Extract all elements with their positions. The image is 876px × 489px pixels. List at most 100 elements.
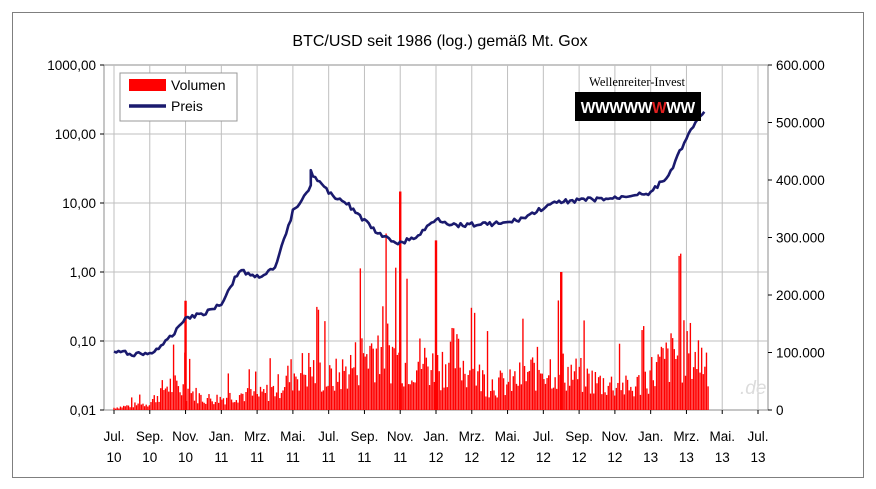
- volume-bar: [358, 385, 360, 410]
- volume-bar: [684, 375, 687, 410]
- volume-bar: [134, 402, 136, 410]
- volume-bar: [188, 358, 191, 410]
- volume-bar: [691, 378, 693, 410]
- volume-bar: [301, 353, 304, 410]
- volume-bar: [453, 328, 455, 410]
- volume-bar: [145, 404, 147, 410]
- volume-bar: [665, 342, 667, 410]
- volume-bar: [623, 394, 626, 410]
- volume-bar: [287, 365, 289, 410]
- volume-bar: [678, 255, 680, 410]
- x-tick-year: 10: [106, 450, 121, 465]
- volume-bar: [275, 392, 278, 410]
- volume-bar: [132, 407, 135, 410]
- volume-bar: [591, 370, 593, 410]
- x-tick-month: Mai.: [709, 429, 735, 444]
- volume-bar: [496, 397, 498, 410]
- volume-bar: [512, 376, 514, 410]
- volume-bar: [161, 380, 163, 410]
- volume-bar: [705, 352, 708, 410]
- volume-bar: [298, 390, 300, 410]
- volume-bar: [378, 374, 381, 410]
- volume-bar: [482, 370, 484, 410]
- volume-bar: [330, 368, 333, 410]
- volume-bar: [274, 396, 276, 410]
- x-tick-month: Mrz.: [459, 429, 485, 444]
- volume-bar: [213, 404, 215, 410]
- x-tick-year: 11: [250, 450, 264, 465]
- volume-bar: [647, 393, 650, 410]
- volume-bar: [605, 394, 608, 410]
- volume-bar: [324, 321, 326, 410]
- volume-bar: [343, 370, 345, 410]
- volume-bar: [279, 398, 281, 410]
- volume-bar: [432, 353, 434, 410]
- volume-bar: [676, 355, 679, 410]
- volume-bar: [127, 405, 130, 410]
- chart-title: BTC/USD seit 1986 (log.) gemäß Mt. Gox: [292, 33, 587, 50]
- volume-bar: [338, 372, 341, 410]
- volume-bar: [585, 386, 587, 410]
- legend-swatch-volume: [129, 79, 166, 91]
- volume-bar: [422, 363, 424, 410]
- volume-bar: [643, 326, 645, 410]
- volume-bar: [651, 357, 653, 410]
- x-tick-month: Jan.: [638, 429, 664, 444]
- volume-bar: [502, 378, 505, 410]
- left-tick-label: 1000,00: [47, 58, 96, 73]
- volume-bar: [533, 362, 535, 410]
- volume-bar: [449, 341, 452, 410]
- volume-bar: [222, 398, 225, 410]
- left-tick-label: 0,10: [70, 334, 96, 349]
- volume-bar: [163, 390, 165, 410]
- x-tick-month: Jan.: [423, 429, 449, 444]
- x-tick-year: 13: [715, 450, 730, 465]
- volume-bar: [675, 358, 677, 410]
- volume-bar: [551, 388, 553, 410]
- volume-bar: [565, 390, 568, 410]
- volume-bar: [293, 373, 296, 410]
- volume-bar: [618, 343, 621, 410]
- volume-bar: [156, 396, 159, 410]
- volume-bar: [556, 388, 558, 410]
- x-tick-year: 11: [393, 450, 407, 465]
- x-axis-ticks: Jul. 10 Sep. 10 Nov. 10 Jan. 11 Mrz. 11 Mai. 11 Jul.…: [103, 410, 769, 465]
- volume-bar: [387, 323, 389, 410]
- volume-bar: [668, 381, 671, 410]
- volume-bar: [372, 348, 374, 410]
- volume-bar: [362, 353, 365, 410]
- volume-bar: [176, 380, 178, 410]
- volume-bar: [135, 405, 138, 410]
- volume-bar: [456, 334, 458, 410]
- volume-bar: [143, 406, 146, 410]
- volume-bar: [187, 388, 189, 410]
- volume-bar: [383, 368, 386, 410]
- volume-bar: [140, 404, 143, 410]
- x-tick-year: 13: [679, 450, 694, 465]
- volume-bar: [662, 348, 664, 410]
- volume-bar: [390, 383, 392, 410]
- volume-bar: [129, 407, 131, 410]
- x-tick-month: Nov.: [172, 429, 199, 444]
- volume-bar: [517, 385, 519, 410]
- volume-bar: [345, 366, 347, 410]
- volume-bar: [636, 376, 638, 410]
- volume-bar: [226, 397, 228, 410]
- volume-bar: [657, 354, 659, 410]
- volume-bar: [477, 371, 479, 410]
- volume-bar: [461, 380, 463, 410]
- volume-bar: [219, 396, 221, 410]
- x-tick-month: Mrz.: [244, 429, 270, 444]
- volume-bar: [312, 360, 315, 410]
- volume-bar: [327, 385, 329, 410]
- logo-letter: W: [581, 100, 596, 117]
- volume-bar: [396, 354, 399, 410]
- volume-bar: [206, 398, 209, 410]
- logo-letter: W: [609, 100, 624, 117]
- volume-bar: [314, 383, 316, 410]
- right-axis-ticks: 0 100.000 200.000 300.000 400.000 500.000 600.…: [768, 58, 825, 418]
- volume-bar: [465, 387, 468, 410]
- volume-bar: [151, 399, 154, 410]
- volume-bar: [346, 388, 349, 410]
- volume-bar: [586, 368, 589, 410]
